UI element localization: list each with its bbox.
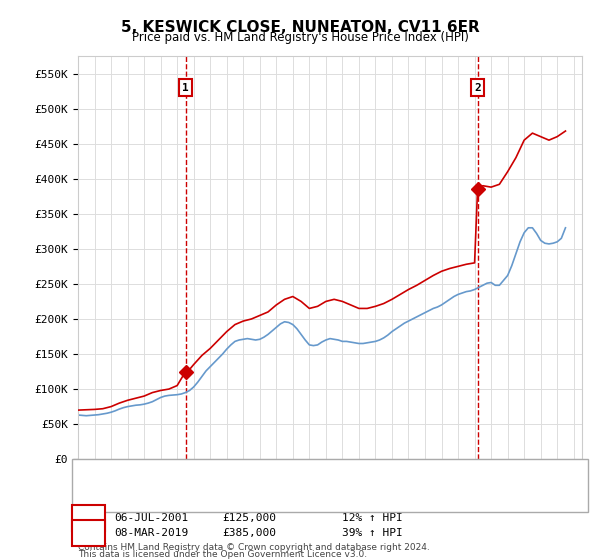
Text: 1: 1	[85, 513, 92, 523]
Text: £385,000: £385,000	[222, 528, 276, 538]
Text: 2: 2	[85, 528, 92, 538]
Text: 12% ↑ HPI: 12% ↑ HPI	[342, 513, 403, 523]
Text: 08-MAR-2019: 08-MAR-2019	[114, 528, 188, 538]
Text: Price paid vs. HM Land Registry's House Price Index (HPI): Price paid vs. HM Land Registry's House …	[131, 31, 469, 44]
Text: 5, KESWICK CLOSE, NUNEATON, CV11 6ER: 5, KESWICK CLOSE, NUNEATON, CV11 6ER	[121, 20, 479, 35]
Text: 06-JUL-2001: 06-JUL-2001	[114, 513, 188, 523]
Text: Contains HM Land Registry data © Crown copyright and database right 2024.: Contains HM Land Registry data © Crown c…	[78, 543, 430, 552]
Text: 39% ↑ HPI: 39% ↑ HPI	[342, 528, 403, 538]
Text: £125,000: £125,000	[222, 513, 276, 523]
Text: This data is licensed under the Open Government Licence v3.0.: This data is licensed under the Open Gov…	[78, 550, 367, 559]
Text: 2: 2	[474, 82, 481, 92]
Text: 5, KESWICK CLOSE, NUNEATON, CV11 6ER (detached house): 5, KESWICK CLOSE, NUNEATON, CV11 6ER (de…	[126, 472, 437, 482]
Text: 1: 1	[182, 82, 189, 92]
Text: HPI: Average price, detached house, Nuneaton and Bedworth: HPI: Average price, detached house, Nune…	[126, 492, 461, 502]
